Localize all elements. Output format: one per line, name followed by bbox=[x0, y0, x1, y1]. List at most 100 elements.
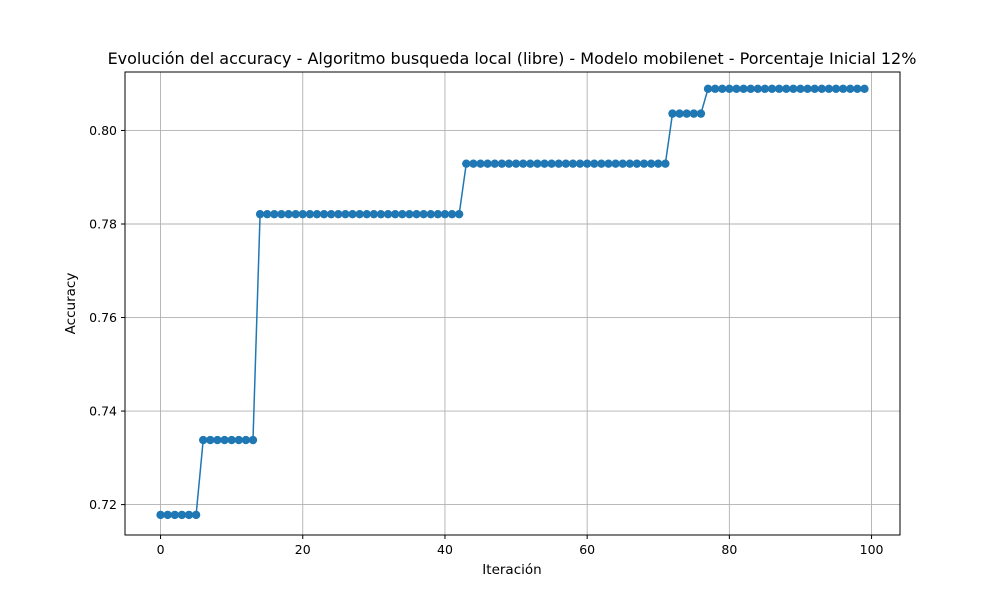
data-point bbox=[419, 209, 428, 219]
data-point bbox=[227, 435, 236, 445]
data-point bbox=[447, 209, 457, 219]
data-point bbox=[860, 84, 869, 94]
data-point bbox=[554, 159, 563, 168]
data-point bbox=[853, 84, 862, 94]
y-axis-label: Accuracy bbox=[63, 273, 79, 335]
ticks: 0 20 40 60 80 100 0.72 0.74 0.76 0.78 0.80 bbox=[89, 123, 883, 557]
data-point bbox=[831, 84, 841, 94]
data-point bbox=[334, 209, 343, 219]
data-point bbox=[639, 159, 649, 168]
data-point bbox=[739, 84, 748, 94]
x-tick-label: 20 bbox=[295, 542, 311, 557]
data-point bbox=[632, 159, 642, 168]
data-point bbox=[376, 209, 386, 219]
data-point bbox=[675, 109, 684, 118]
data-point bbox=[369, 209, 379, 219]
data-point bbox=[582, 159, 592, 168]
data-point bbox=[355, 209, 364, 219]
data-point bbox=[533, 159, 542, 168]
data-point bbox=[490, 159, 499, 168]
data-point bbox=[540, 159, 549, 168]
data-point bbox=[661, 159, 670, 168]
data-point bbox=[710, 84, 720, 94]
data-point bbox=[824, 84, 834, 94]
data-point bbox=[597, 159, 606, 168]
x-tick-label: 80 bbox=[721, 542, 737, 557]
data-point bbox=[255, 209, 265, 219]
data-point bbox=[575, 159, 585, 168]
data-point bbox=[277, 209, 286, 219]
y-tick-label: 0.76 bbox=[89, 310, 117, 325]
data-point bbox=[718, 84, 727, 94]
data-point bbox=[668, 109, 677, 118]
data-point bbox=[469, 159, 478, 168]
data-point bbox=[348, 209, 357, 219]
data-point bbox=[291, 209, 300, 219]
data-point bbox=[454, 209, 464, 219]
data-point bbox=[426, 209, 435, 219]
data-point bbox=[654, 159, 663, 168]
data-point bbox=[696, 109, 706, 118]
data-point bbox=[767, 84, 777, 94]
data-point bbox=[241, 435, 251, 445]
y-tick-label: 0.74 bbox=[89, 404, 117, 419]
data-point bbox=[362, 209, 371, 219]
data-point bbox=[170, 510, 179, 520]
y-tick-label: 0.80 bbox=[89, 123, 117, 138]
data-point bbox=[298, 209, 307, 219]
data-point bbox=[810, 84, 819, 94]
data-point bbox=[341, 209, 350, 219]
data-point bbox=[248, 435, 258, 445]
data-point bbox=[604, 159, 613, 168]
data-point bbox=[590, 159, 599, 168]
data-point bbox=[184, 510, 194, 520]
data-point bbox=[398, 209, 407, 219]
data-point bbox=[846, 84, 855, 94]
data-point bbox=[611, 159, 620, 168]
data-point bbox=[206, 435, 215, 445]
data-point bbox=[319, 209, 329, 219]
data-point bbox=[803, 84, 812, 94]
data-point bbox=[547, 159, 556, 168]
data-point bbox=[177, 510, 187, 520]
x-tick-label: 100 bbox=[860, 542, 884, 557]
data-point bbox=[199, 435, 208, 445]
chart-title: Evolución del accuracy - Algoritmo busqu… bbox=[108, 49, 917, 68]
x-tick-label: 40 bbox=[437, 542, 453, 557]
y-tick-label: 0.78 bbox=[89, 216, 117, 231]
plot-frame bbox=[124, 71, 901, 536]
data-point bbox=[284, 209, 293, 219]
x-tick-label: 0 bbox=[157, 542, 165, 557]
data-point bbox=[817, 84, 826, 94]
data-point bbox=[270, 209, 279, 219]
data-point bbox=[568, 159, 578, 168]
data-point bbox=[518, 159, 528, 168]
data-point bbox=[462, 159, 471, 168]
data-point bbox=[646, 159, 656, 168]
data-point bbox=[312, 209, 322, 219]
data-point bbox=[789, 84, 798, 94]
data-point bbox=[703, 84, 713, 94]
data-point bbox=[753, 84, 762, 94]
data-point bbox=[732, 84, 741, 94]
x-tick-label: 60 bbox=[579, 542, 595, 557]
data-point bbox=[689, 109, 699, 118]
data-point bbox=[618, 159, 627, 168]
data-point bbox=[383, 209, 393, 219]
data-point bbox=[405, 209, 414, 219]
data-point bbox=[838, 84, 848, 94]
data-point bbox=[263, 209, 272, 219]
data-point bbox=[511, 159, 521, 168]
data-point bbox=[156, 510, 165, 520]
data-point bbox=[433, 209, 443, 219]
data-point bbox=[760, 84, 770, 94]
data-point bbox=[526, 159, 535, 168]
data-point bbox=[412, 209, 421, 219]
data-point bbox=[497, 159, 507, 168]
data-point bbox=[305, 209, 315, 219]
data-point bbox=[191, 510, 201, 520]
data-point bbox=[504, 159, 514, 168]
data-point bbox=[220, 435, 229, 445]
data-point bbox=[326, 209, 336, 219]
